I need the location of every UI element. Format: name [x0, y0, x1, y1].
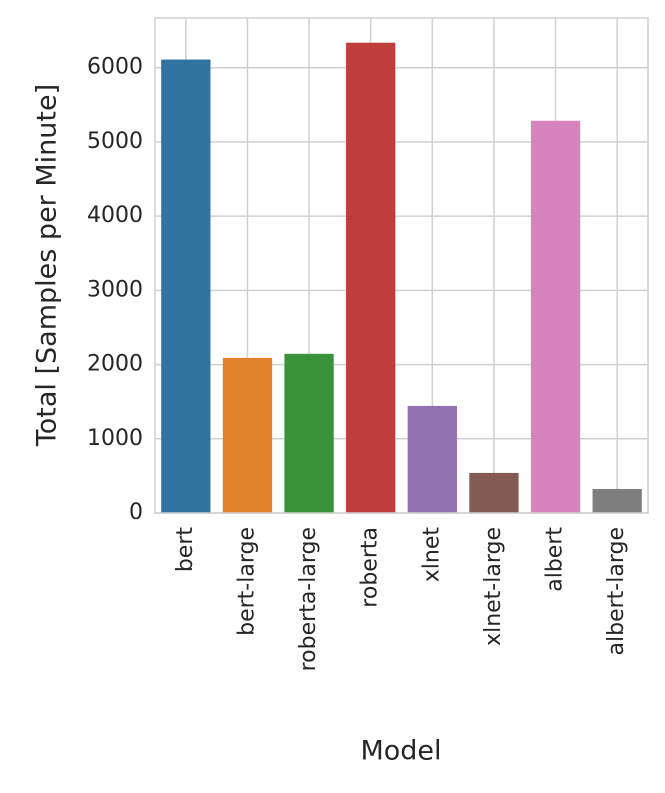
y-tick-label: 6000 [87, 55, 143, 80]
bar [530, 120, 581, 514]
x-tick-label: bert [173, 527, 198, 573]
y-tick-label: 3000 [87, 277, 143, 302]
x-tick-label: xlnet-large [481, 527, 506, 646]
bar [222, 357, 273, 513]
y-tick-label: 0 [129, 500, 143, 525]
x-axis-label: Model [360, 736, 441, 767]
x-tick-label: roberta [358, 527, 383, 608]
x-tick-label: albert [543, 527, 568, 592]
bar [407, 405, 457, 513]
bar [284, 353, 334, 513]
x-tick-label: albert-large [604, 527, 629, 655]
y-tick-label: 2000 [87, 352, 143, 377]
bar [592, 488, 642, 513]
bar [469, 472, 519, 513]
bar [346, 42, 396, 514]
plot-frame [154, 17, 649, 514]
x-tick-label: bert-large [234, 527, 259, 636]
y-tick-label: 1000 [87, 426, 143, 451]
y-tick-label: 5000 [87, 129, 143, 154]
bar [161, 59, 211, 514]
x-tick-label: xlnet [419, 527, 444, 583]
y-tick-label: 4000 [87, 203, 143, 228]
y-axis-label: Total [Samples per Minute] [32, 84, 63, 447]
x-tick-label: roberta-large [296, 527, 321, 671]
